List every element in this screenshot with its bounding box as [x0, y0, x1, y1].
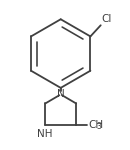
Text: NH: NH [37, 129, 52, 139]
Text: CH: CH [88, 120, 103, 130]
Text: Cl: Cl [102, 14, 112, 24]
Text: 3: 3 [97, 122, 102, 131]
Text: N: N [57, 89, 65, 99]
